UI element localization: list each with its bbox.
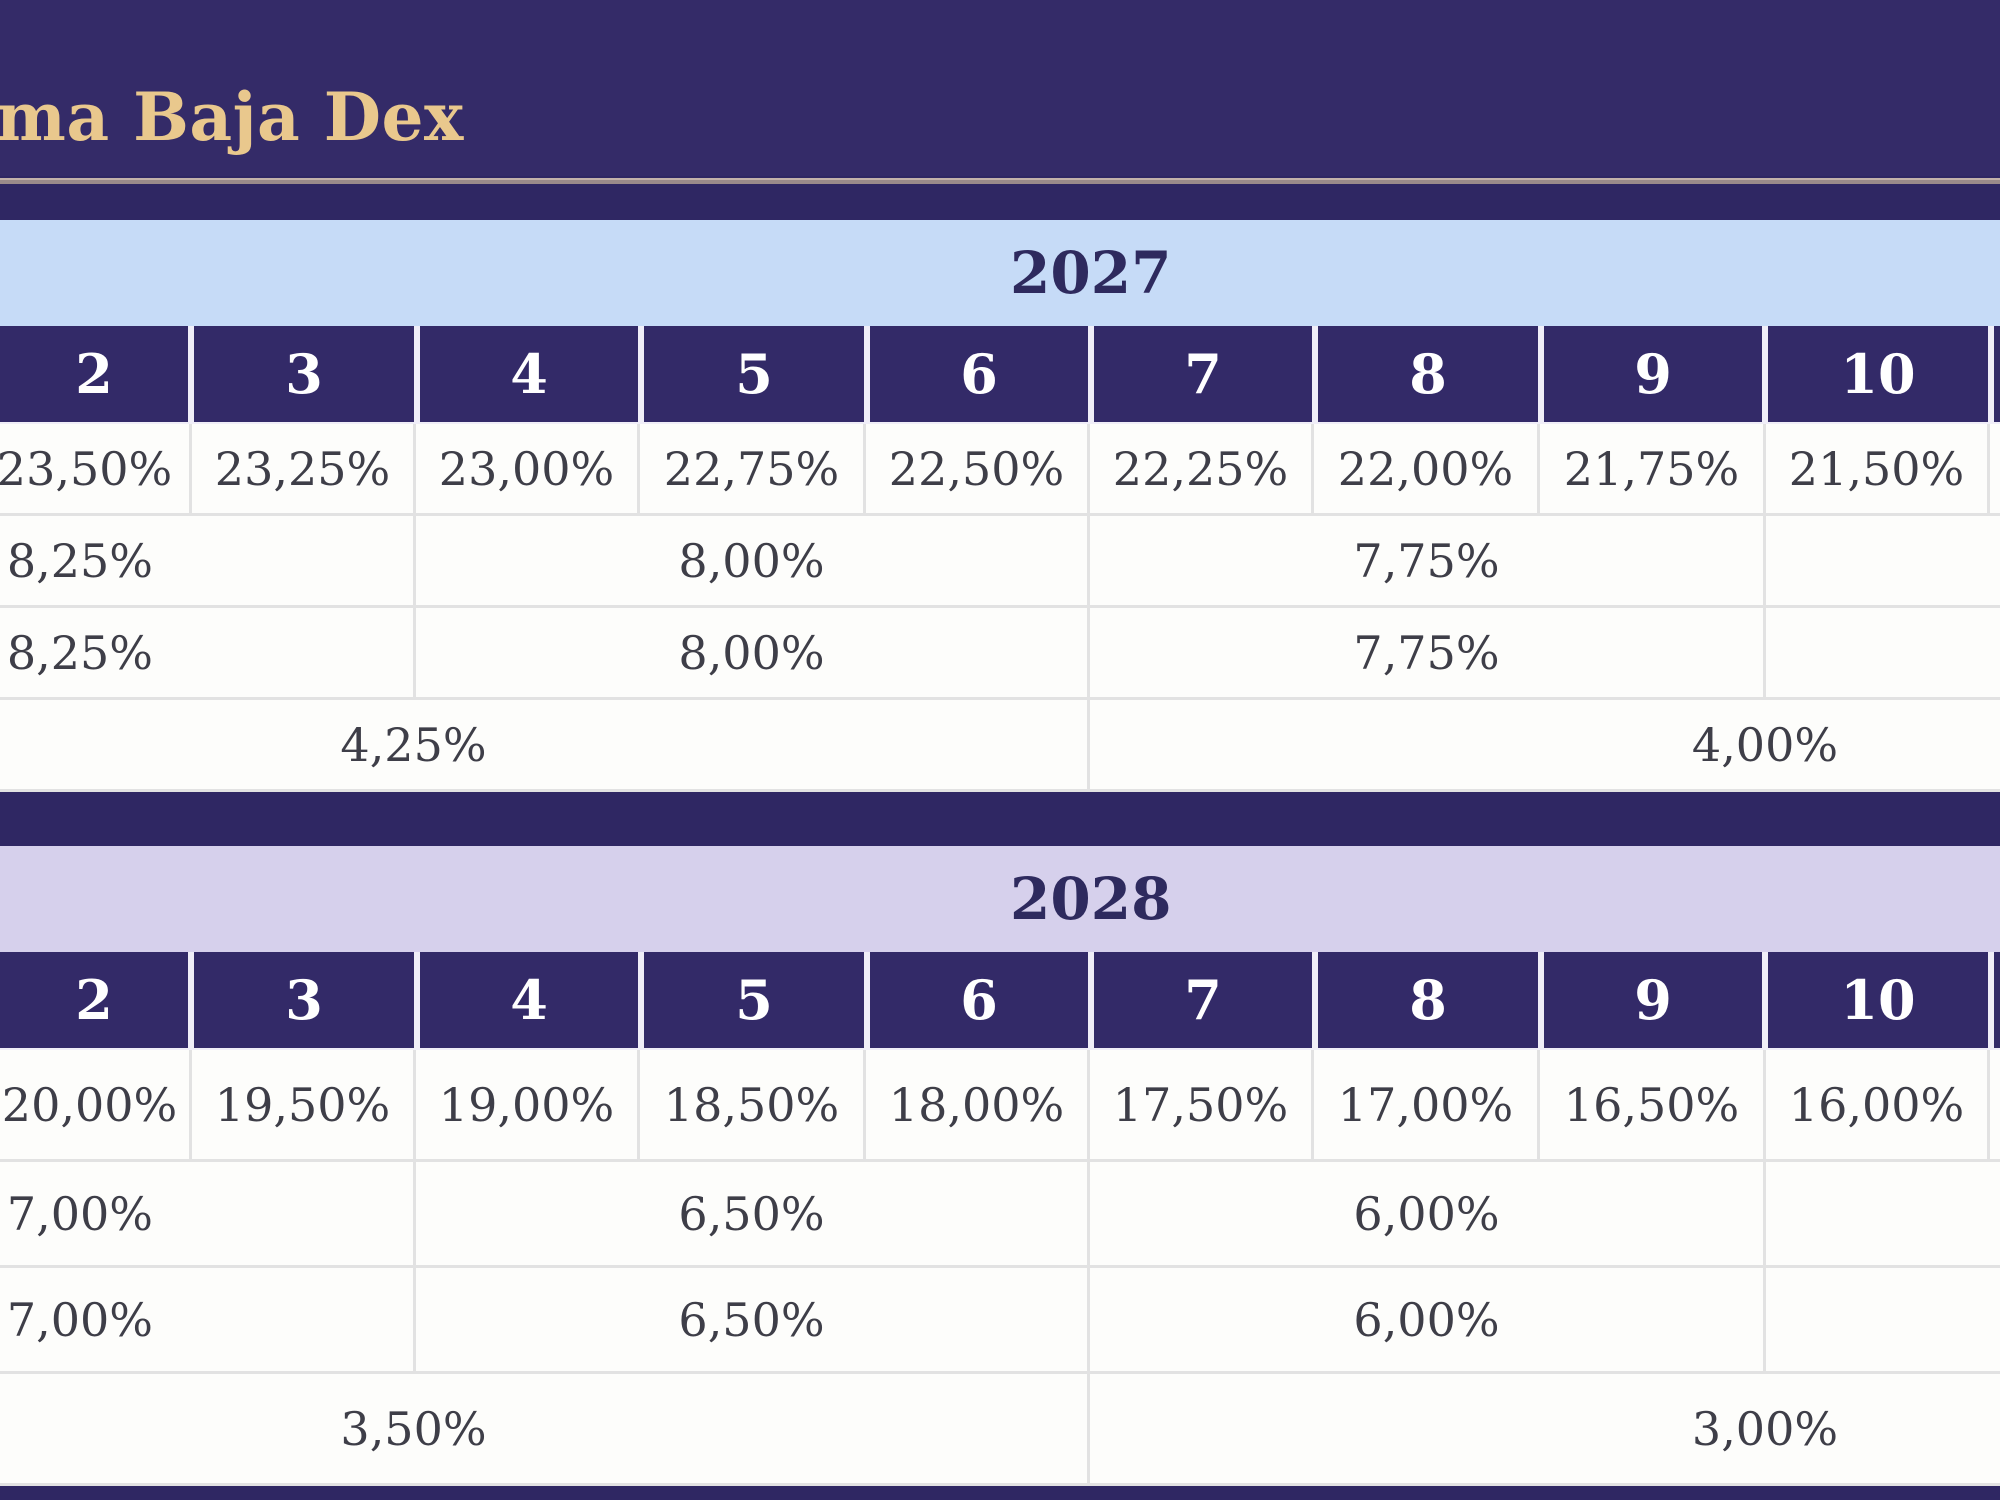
month-header-cell: 6 [870, 326, 1088, 422]
section-separator [0, 792, 2000, 846]
month-header-cell: 2 [0, 326, 188, 422]
quarter-rate-cell: 6,00% [1090, 1268, 1766, 1371]
rate-cell: 23,50% [0, 424, 192, 513]
month-header-cell: 8 [1318, 326, 1538, 422]
rate-cell: 21,50% [1766, 424, 1990, 513]
rate-cell: 22,75% [640, 424, 866, 513]
rate-cell: 17,50% [1090, 1050, 1314, 1159]
semester-rate-row-2028: 3,50% 3,00% [0, 1374, 2000, 1486]
quarterly-rate-row-2027: 8,25% 8,00% 7,75% [0, 516, 2000, 608]
month-header-cell: 4 [420, 952, 638, 1048]
month-header-cell: 3 [194, 326, 414, 422]
page-title: ma Baja Dex [0, 78, 464, 156]
quarterly-rate-row-2028: 7,00% 6,50% 6,00% [0, 1162, 2000, 1268]
semester-rate-cell: 4,25% [0, 700, 1090, 789]
quarter-rate-cell: 8,00% [416, 608, 1090, 697]
month-header-cell: 10 [1768, 952, 1988, 1048]
year-band-2028: 2028 [0, 846, 2000, 952]
quarter-rate-cell: 6,50% [416, 1268, 1090, 1371]
quarter-rate-cell-empty [1766, 608, 2000, 697]
month-header-cell-partial [1994, 952, 2000, 1048]
quarter-rate-cell: 8,25% [0, 608, 416, 697]
month-header-cell: 3 [194, 952, 414, 1048]
quarter-rate-cell: 7,75% [1090, 608, 1766, 697]
rate-cell: 19,00% [416, 1050, 640, 1159]
month-header-cell: 2 [0, 952, 188, 1048]
rate-cell: 23,25% [192, 424, 416, 513]
quarter-rate-cell: 7,75% [1090, 516, 1766, 605]
month-header-cell: 7 [1094, 952, 1312, 1048]
semester-rate-cell: 3,00% [1691, 1401, 1839, 1456]
month-header-cell: 10 [1768, 326, 1988, 422]
rate-cell: 21,75% [1540, 424, 1766, 513]
month-header-cell: 5 [644, 326, 864, 422]
quarterly-rate-row-2028-b: 7,00% 6,50% 6,00% [0, 1268, 2000, 1374]
quarter-rate-cell: 7,00% [0, 1162, 416, 1265]
rate-cell: 18,50% [640, 1050, 866, 1159]
month-header-cell: 6 [870, 952, 1088, 1048]
month-header-cell-partial [1994, 326, 2000, 422]
monthly-rate-row-2027: 23,50% 23,25% 23,00% 22,75% 22,50% 22,25… [0, 424, 2000, 516]
month-header-cell: 5 [644, 952, 864, 1048]
semester-rate-cell: 4,00% [1691, 717, 1839, 772]
quarterly-rate-row-2027-b: 8,25% 8,00% 7,75% [0, 608, 2000, 700]
month-header-row-2028: 2 3 4 5 6 7 8 9 10 [0, 952, 2000, 1050]
semester-rate-cell: 3,50% [0, 1374, 1090, 1483]
bottom-border [0, 1486, 2000, 1500]
quarter-rate-cell-empty [1766, 1162, 2000, 1265]
rate-cell: 23,00% [416, 424, 640, 513]
rate-cell: 16,00% [1766, 1050, 1990, 1159]
quarter-rate-cell: 8,25% [0, 516, 416, 605]
rate-cell: 18,00% [866, 1050, 1090, 1159]
quarter-rate-cell-empty [1766, 1268, 2000, 1371]
monthly-rate-row-2028: 20,00% 19,50% 19,00% 18,50% 18,00% 17,50… [0, 1050, 2000, 1162]
title-banner: ma Baja Dex [0, 0, 2000, 176]
quarter-rate-cell: 7,00% [0, 1268, 416, 1371]
month-header-cell: 4 [420, 326, 638, 422]
title-divider [0, 178, 2000, 184]
rate-cell: 20,00% [0, 1050, 192, 1159]
rate-cell: 16,50% [1540, 1050, 1766, 1159]
rate-cell: 19,50% [192, 1050, 416, 1159]
month-header-row-2027: 2 3 4 5 6 7 8 9 10 [0, 326, 2000, 424]
quarter-rate-cell: 8,00% [416, 516, 1090, 605]
month-header-cell: 7 [1094, 326, 1312, 422]
year-label: 2028 [1010, 865, 1172, 933]
rate-cell: 22,00% [1314, 424, 1540, 513]
quarter-rate-cell: 6,50% [416, 1162, 1090, 1265]
semester-rate-row-2027: 4,25% 4,00% [0, 700, 2000, 792]
month-header-cell: 9 [1544, 326, 1762, 422]
rate-cell: 22,25% [1090, 424, 1314, 513]
rate-cell: 22,50% [866, 424, 1090, 513]
month-header-cell: 8 [1318, 952, 1538, 1048]
quarter-rate-cell: 6,00% [1090, 1162, 1766, 1265]
year-label: 2027 [1010, 239, 1172, 307]
quarter-rate-cell-empty [1766, 516, 2000, 605]
month-header-cell: 9 [1544, 952, 1762, 1048]
rate-cell: 17,00% [1314, 1050, 1540, 1159]
year-band-2027: 2027 [0, 220, 2000, 326]
